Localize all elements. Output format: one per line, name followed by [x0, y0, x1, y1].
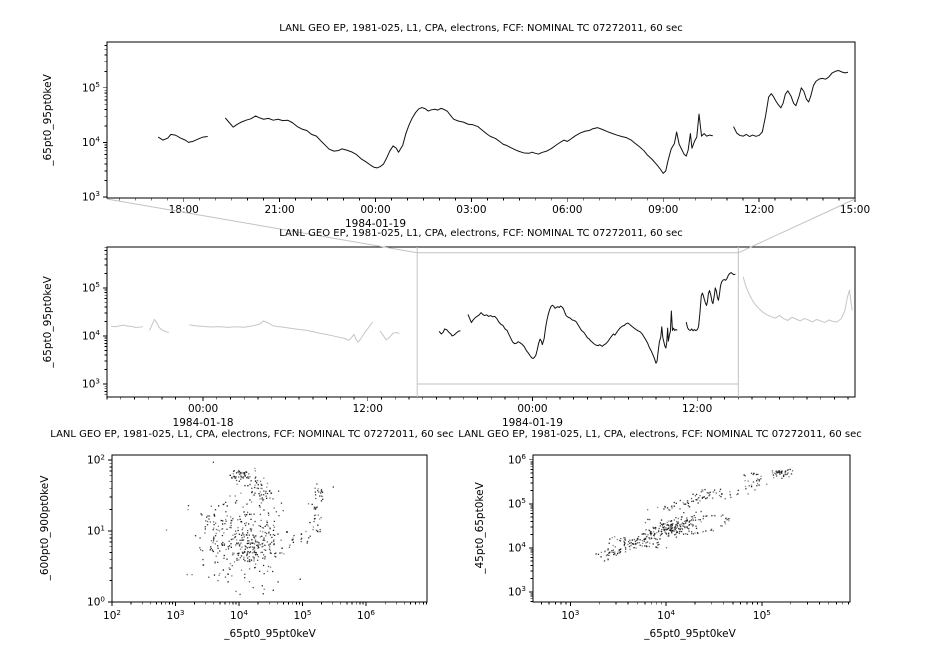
axes-spines: [106, 41, 856, 199]
x-date-label: 1984-01-19: [345, 218, 406, 230]
series-segment: [111, 324, 143, 328]
scatter-left-xlabel: _65pt0_95pt0keV: [223, 628, 316, 640]
tick-label: 104: [82, 328, 100, 342]
x-ticks: 00:00 12:00 00:00 12:00 1984-01-18 1984-01-19: [106, 397, 849, 429]
series-segment: [189, 320, 373, 343]
panel-scatter-45-65: 103 104 105 103 104 105 106: [508, 452, 851, 622]
tick-label: 106: [357, 608, 375, 622]
scatter-left-ylabel: _600pt0_900pt0keV: [39, 475, 51, 582]
x-tick-label: 21:00: [264, 204, 294, 216]
series-segment: [742, 276, 853, 324]
text-layer: LANL GEO EP, 1981-025, L1, CPA, electron…: [39, 23, 862, 640]
x-tick-label: 06:00: [552, 204, 582, 216]
axes-spines: [532, 454, 851, 603]
y-ticks: 103 104 105 106: [508, 452, 533, 603]
x-tick-label: 15:00: [840, 204, 870, 216]
x-tick-label: 12:00: [682, 403, 712, 415]
zoom-connector-right: [738, 198, 856, 254]
series-context-after: [742, 276, 853, 324]
x-tick-label: 00:00: [360, 204, 390, 216]
x-date-label: 1984-01-18: [173, 417, 234, 429]
axes-spines: [106, 246, 856, 398]
series-detail-highlight: [438, 272, 736, 364]
series-segment: [685, 272, 736, 332]
tick-label: 103: [82, 189, 100, 203]
tick-label: 100: [87, 594, 105, 608]
tick-label: 101: [87, 523, 105, 537]
tick-label: 103: [82, 376, 100, 390]
tick-label: 105: [82, 280, 100, 294]
tick-label: 104: [82, 135, 100, 149]
zoom-connector-left: [106, 198, 418, 254]
tick-label: 103: [508, 584, 526, 598]
series-segment: [467, 304, 678, 364]
x-tick-label: 12:00: [353, 403, 383, 415]
panel-detail-timeseries: 18:00 21:00 00:00 03:00 06:00 09:00 12:00 15:00…: [82, 41, 870, 230]
y-ticks: 103 104 105: [82, 44, 107, 203]
tick-label: 105: [294, 608, 312, 622]
series-segment: [733, 69, 849, 138]
x-ticks: 103 104 105: [541, 602, 849, 622]
scatter-left-title: LANL GEO EP, 1981-025, L1, CPA, electron…: [50, 429, 453, 440]
tick-label: 105: [508, 496, 526, 510]
tick-label: 102: [103, 608, 121, 622]
x-date-label: 1984-01-19: [502, 417, 563, 429]
top-panel-title: LANL GEO EP, 1981-025, L1, CPA, electron…: [279, 23, 682, 34]
x-ticks: 102 103 104 105 106: [103, 602, 428, 622]
tick-label: 105: [753, 608, 771, 622]
panel-scatter-600-900: 102 103 104 105 106 100 101 102: [87, 452, 428, 622]
tick-label: 104: [508, 540, 526, 554]
y-ticks: 100 101 102: [87, 452, 112, 609]
tick-label: 106: [508, 452, 526, 466]
zoom-box: [106, 198, 856, 397]
series-segment: [379, 330, 400, 341]
scatter-right-xlabel: _65pt0_95pt0keV: [643, 628, 736, 640]
y-ticks: 103 104 105: [82, 246, 107, 396]
top-panel-ylabel: _65pt0_95pt0keV: [42, 73, 54, 166]
series-electron-flux: [157, 69, 849, 174]
x-tick-label: 18:00: [169, 204, 199, 216]
x-tick-label: 03:00: [456, 204, 486, 216]
scatter-points: [165, 461, 334, 596]
series-segment: [149, 318, 169, 333]
panel-overview-timeseries: 00:00 12:00 00:00 12:00 1984-01-18 1984-01-19…: [82, 198, 856, 429]
tick-label: 103: [167, 608, 185, 622]
overview-panel-title: LANL GEO EP, 1981-025, L1, CPA, electron…: [279, 228, 682, 239]
x-tick-label: 12:00: [744, 204, 774, 216]
tick-label: 102: [87, 452, 105, 466]
series-segment: [438, 328, 461, 337]
tick-label: 104: [230, 608, 248, 622]
scatter-right-title: LANL GEO EP, 1981-025, L1, CPA, electron…: [458, 429, 861, 440]
x-tick-label: 09:00: [648, 204, 678, 216]
tick-label: 103: [561, 608, 579, 622]
series-segment: [157, 133, 208, 143]
scatter-right-ylabel: _45pt0_65pt0keV: [474, 481, 486, 574]
series-segment: [224, 107, 713, 174]
x-tick-label: 00:00: [188, 403, 218, 415]
x-ticks: 18:00 21:00 00:00 03:00 06:00 09:00 12:00 15:00…: [119, 198, 870, 230]
tick-label: 105: [82, 80, 100, 94]
scatter-points: [595, 468, 794, 562]
overview-panel-ylabel: _65pt0_95pt0keV: [42, 275, 54, 368]
x-tick-label: 00:00: [517, 403, 547, 415]
series-context-before: [111, 318, 400, 343]
tick-label: 104: [657, 608, 675, 622]
